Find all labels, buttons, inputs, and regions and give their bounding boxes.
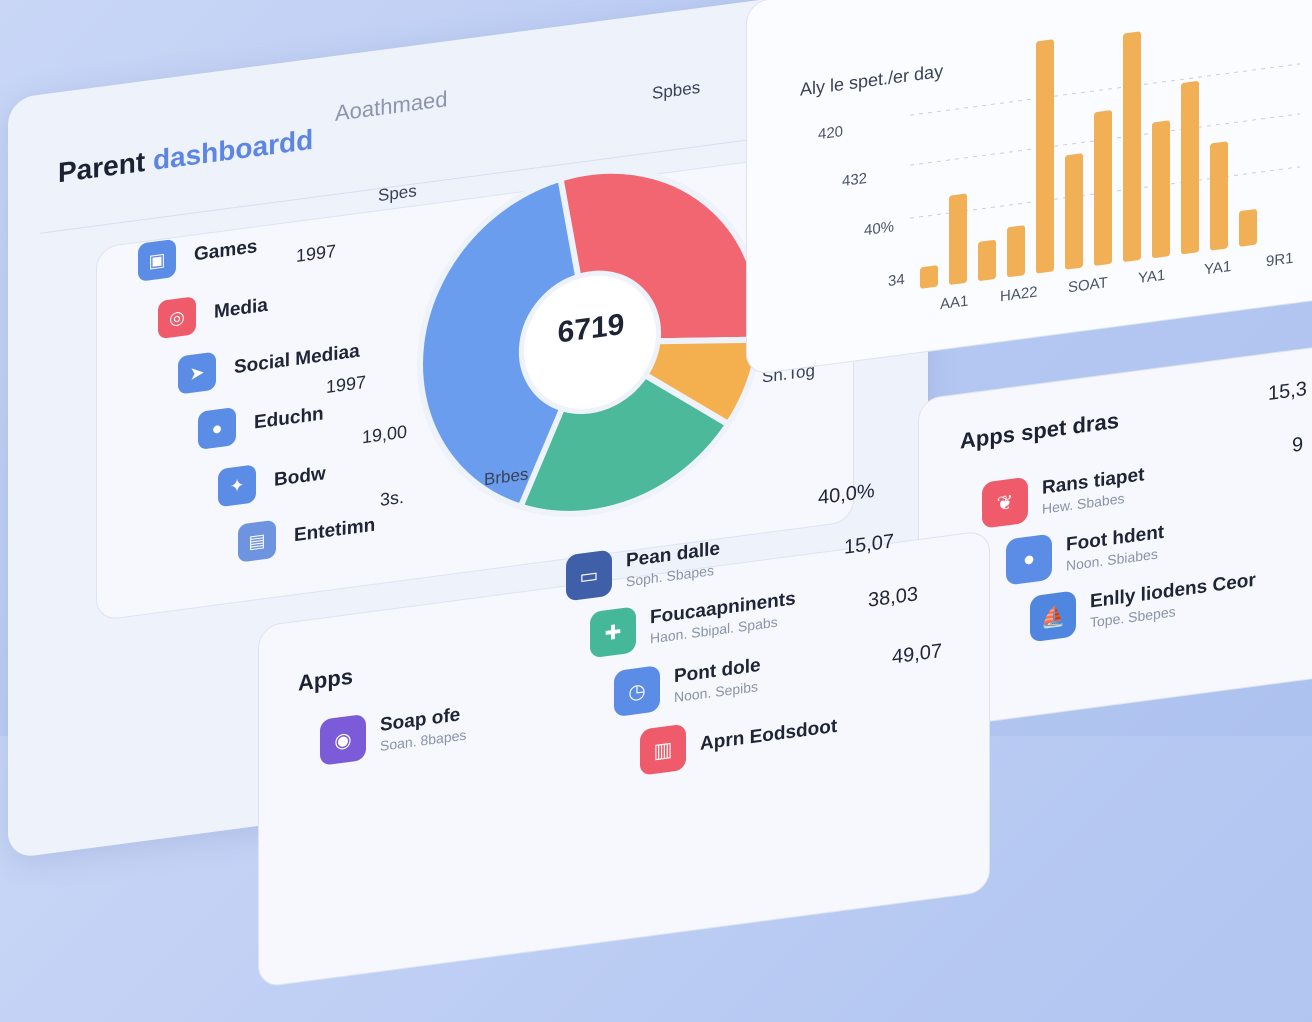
book-app-icon: ▥	[640, 723, 686, 776]
bar[interactable]	[1239, 209, 1257, 247]
bar[interactable]	[1210, 141, 1228, 251]
donut-center	[524, 275, 656, 409]
gridline	[910, 166, 1300, 219]
donut-slice-green[interactable]	[516, 364, 733, 522]
bar[interactable]	[1036, 39, 1054, 274]
bar[interactable]	[1152, 120, 1170, 258]
y-tick: 34	[888, 270, 905, 291]
bar[interactable]	[920, 265, 938, 289]
page-title-suffix: d	[296, 123, 314, 158]
chat-icon: ●	[198, 406, 236, 450]
bar[interactable]	[1181, 81, 1199, 255]
tv-app-icon: ▭	[566, 549, 612, 602]
x-tick: 9R1	[1266, 249, 1294, 271]
camera-icon: ◎	[158, 296, 196, 340]
boat-app-icon: ⛵	[1030, 590, 1076, 643]
gamepad-icon: ▣	[138, 238, 176, 282]
clock-app-icon: ◷	[614, 665, 660, 718]
bar[interactable]	[949, 193, 967, 285]
bar[interactable]	[1123, 31, 1141, 262]
x-tick: YA1	[1138, 266, 1166, 288]
legend-label: Entetimn	[294, 514, 376, 547]
heart-app-icon: ❦	[982, 476, 1028, 529]
apps-spent-value: 9	[1292, 433, 1304, 457]
category-donut-chart	[417, 167, 764, 522]
bar[interactable]	[1007, 225, 1025, 278]
dashboard-stage: Parent dashboardd Aoathmaed ▣ Games ◎ Me…	[8, 0, 1312, 989]
legend-label: Bodw	[274, 463, 326, 491]
x-tick: YA1	[1204, 257, 1232, 279]
send-icon: ➤	[178, 351, 216, 395]
daily-usage-bar-chart	[910, 31, 1300, 289]
bar[interactable]	[1065, 153, 1083, 270]
bar[interactable]	[1094, 110, 1112, 266]
y-tick: 432	[842, 169, 868, 191]
bird-icon: ✦	[218, 464, 256, 508]
gridline	[910, 113, 1300, 166]
gridline	[910, 63, 1300, 116]
legend-label: Media	[214, 294, 268, 323]
legend-value: 3s.	[380, 486, 405, 510]
tablet-icon: ▤	[238, 519, 276, 563]
bar[interactable]	[978, 239, 996, 282]
lemon-app-icon: ●	[1006, 533, 1052, 586]
y-tick: 420	[818, 123, 844, 144]
camera-app-icon: ◉	[320, 713, 366, 766]
gamepad-app-icon: ✚	[590, 606, 636, 659]
legend-label: Games	[194, 236, 258, 266]
donut-slice-blue[interactable]	[417, 175, 582, 519]
legend-label: Educhn	[254, 403, 324, 434]
